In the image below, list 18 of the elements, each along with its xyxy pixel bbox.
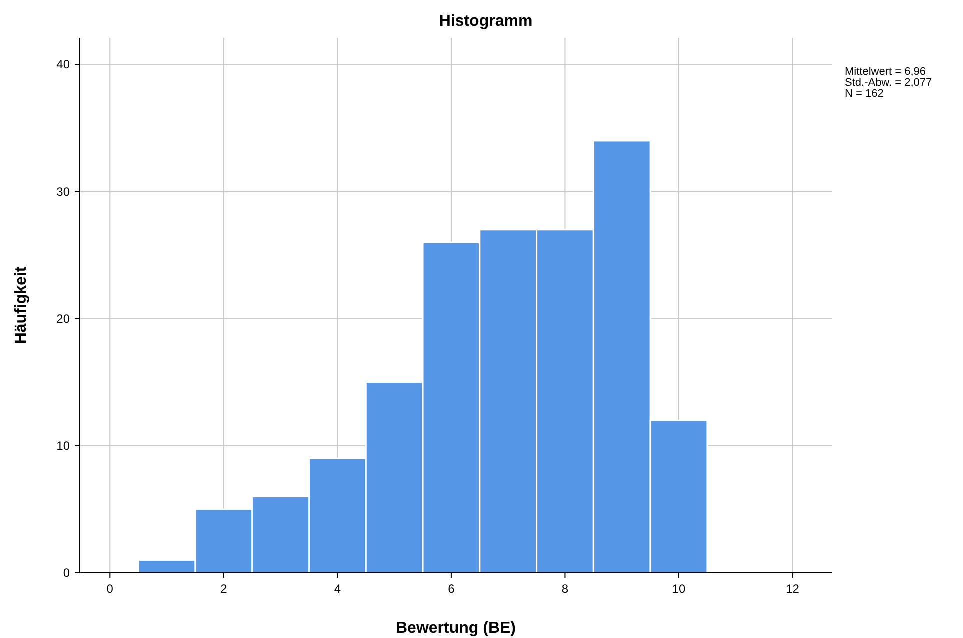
y-tick-label: 40 xyxy=(56,58,70,72)
y-tick-label: 30 xyxy=(56,184,70,199)
y-tick-label: 0 xyxy=(63,566,70,580)
x-axis-title: Bewertung (BE) xyxy=(396,620,516,637)
y-axis-title: Häufigkeit xyxy=(13,266,30,344)
x-tick-label: 10 xyxy=(672,582,686,596)
text: N = 162 xyxy=(845,88,884,100)
x-tick-label: 8 xyxy=(562,582,569,596)
y-tick-label: 10 xyxy=(56,438,70,453)
y-tick-label: 20 xyxy=(56,312,70,326)
x-tick-label: 6 xyxy=(448,582,456,596)
x-tick-label: 0 xyxy=(106,582,114,596)
x-tick-label: 4 xyxy=(334,582,342,596)
chart-title: Histogramm xyxy=(439,13,533,30)
x-tick-label: 12 xyxy=(786,582,800,596)
x-tick-label: 2 xyxy=(220,582,228,596)
text: Mittelwert = 6,96 xyxy=(845,66,926,78)
text: Std.-Abw. = 2,077 xyxy=(845,77,932,89)
